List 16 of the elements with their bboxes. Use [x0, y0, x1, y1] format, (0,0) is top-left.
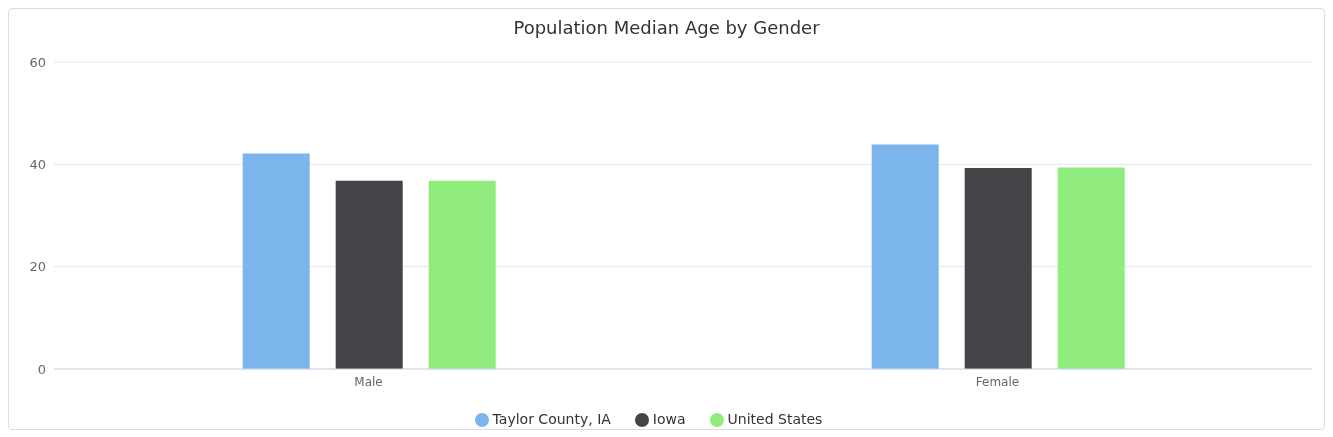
chart-title: Population Median Age by Gender [512, 16, 821, 40]
bar [335, 180, 403, 369]
bar [871, 144, 939, 369]
bar [964, 167, 1032, 369]
bar [428, 180, 496, 369]
bar [1057, 167, 1125, 369]
y-tick-label: 40 [29, 156, 46, 172]
x-tick-label: Female [975, 374, 1020, 389]
legend-label: Taylor County, IA [492, 411, 611, 427]
x-tick-label: Male [354, 374, 383, 389]
y-tick-label: 0 [37, 361, 46, 377]
bar [242, 153, 310, 369]
y-tick-label: 20 [29, 259, 46, 275]
legend-label: United States [727, 411, 823, 427]
y-tick-label: 60 [29, 54, 46, 70]
legend-label: Iowa [652, 411, 686, 427]
